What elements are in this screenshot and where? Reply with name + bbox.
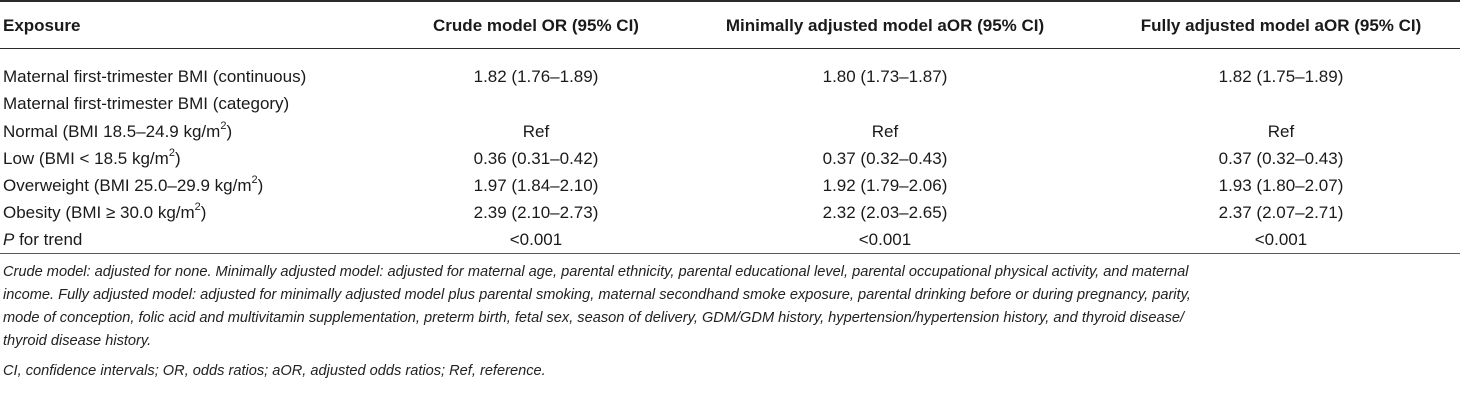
fully-adjusted-value: <0.001 [1254,230,1308,249]
unit-superscript: 2 [194,201,201,214]
crude-value: 1.97 (1.84–2.10) [473,176,599,195]
header-exposure: Exposure [3,16,81,35]
row-label-tail: ) [200,203,207,222]
footnote-line: thyroid disease history. [3,333,152,349]
table-row-low: Low (BMI < 18.5 kg/m2) 0.36 (0.31–0.42) … [0,147,1460,175]
row-label-tail: ) [257,176,264,195]
row-label-text: Obesity (BMI ≥ 30.0 kg/m [3,203,195,222]
minimally-adjusted-value: <0.001 [858,230,912,249]
table-row-p-trend: P for trend <0.001 <0.001 <0.001 [0,230,1460,256]
row-label-tail: ) [226,122,233,141]
fully-adjusted-value: 0.37 (0.32–0.43) [1218,149,1344,168]
row-label-text: Normal (BMI 18.5–24.9 kg/m [3,122,221,141]
minimally-adjusted-value: 2.32 (2.03–2.65) [822,203,948,222]
minimally-adjusted-value: 0.37 (0.32–0.43) [822,149,948,168]
unit-superscript: 2 [251,174,258,187]
row-label: Maternal first-trimester BMI (continuous… [3,67,307,86]
top-rule [0,0,1460,2]
row-label-text: Low (BMI < 18.5 kg/m [3,149,169,168]
crude-value: 0.36 (0.31–0.42) [473,149,599,168]
crude-value: <0.001 [509,230,563,249]
table-row-bmi-continuous: Maternal first-trimester BMI (continuous… [0,67,1460,93]
table-row-bmi-category: Maternal first-trimester BMI (category) [0,94,1460,120]
minimally-adjusted-value: Ref [871,122,899,141]
table-row-overweight: Overweight (BMI 25.0–29.9 kg/m2) 1.97 (1… [0,174,1460,202]
header-minimally-adjusted-model: Minimally adjusted model aOR (95% CI) [725,16,1045,35]
crude-value: Ref [522,122,550,141]
table-row-normal: Normal (BMI 18.5–24.9 kg/m2) Ref Ref Ref [0,120,1460,148]
fully-adjusted-value: 1.93 (1.80–2.07) [1218,176,1344,195]
abbreviations-note: CI, confidence intervals; OR, odds ratio… [3,363,546,379]
row-label: Obesity (BMI ≥ 30.0 kg/m2) [3,201,207,223]
table-row-obesity: Obesity (BMI ≥ 30.0 kg/m2) 2.39 (2.10–2.… [0,201,1460,229]
footnote-line: mode of conception, folic acid and multi… [3,310,1185,326]
minimally-adjusted-value: 1.92 (1.79–2.06) [822,176,948,195]
p-symbol: P [3,230,15,249]
footnote-line: Crude model: adjusted for none. Minimall… [3,264,1189,280]
fully-adjusted-value: 1.82 (1.75–1.89) [1218,67,1344,86]
footnote-line: income. Fully adjusted model: adjusted f… [3,287,1191,303]
bottom-rule [0,253,1460,254]
header-fully-adjusted-model: Fully adjusted model aOR (95% CI) [1140,16,1422,35]
row-label: Normal (BMI 18.5–24.9 kg/m2) [3,120,233,142]
row-label-tail: for trend [14,230,83,249]
crude-value: 2.39 (2.10–2.73) [473,203,599,222]
row-label: P for trend [3,230,82,250]
fully-adjusted-value: 2.37 (2.07–2.71) [1218,203,1344,222]
row-label: Low (BMI < 18.5 kg/m2) [3,147,181,169]
header-rule [0,48,1460,49]
unit-superscript: 2 [220,120,227,133]
row-label-tail: ) [174,149,181,168]
row-label: Maternal first-trimester BMI (category) [3,94,290,113]
header-crude-model: Crude model OR (95% CI) [433,16,639,35]
minimally-adjusted-value: 1.80 (1.73–1.87) [822,67,948,86]
fully-adjusted-value: Ref [1267,122,1295,141]
row-label: Overweight (BMI 25.0–29.9 kg/m2) [3,174,264,196]
crude-value: 1.82 (1.76–1.89) [473,67,599,86]
row-label-text: Overweight (BMI 25.0–29.9 kg/m [3,176,252,195]
unit-superscript: 2 [168,147,175,160]
